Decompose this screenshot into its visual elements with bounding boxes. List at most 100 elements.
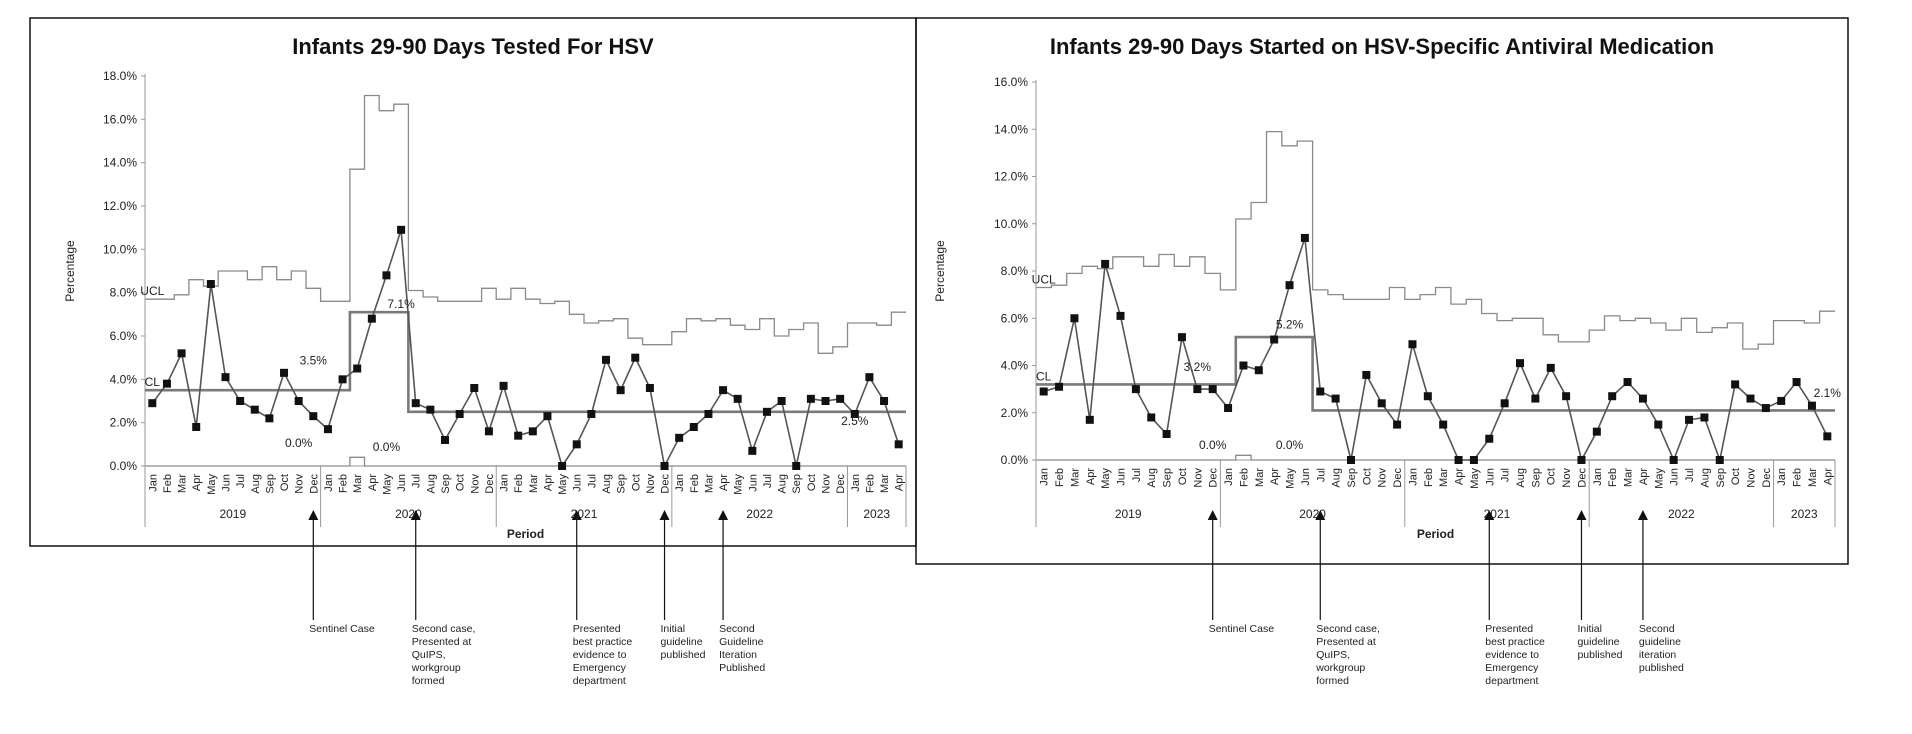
x-year-label: 2019 xyxy=(1115,507,1142,521)
data-point xyxy=(323,425,332,434)
event-label: department xyxy=(573,675,626,687)
event-label: Emergency xyxy=(1485,662,1539,674)
data-point xyxy=(806,394,815,403)
event-label: published xyxy=(1577,649,1622,661)
data-point xyxy=(367,314,376,323)
x-month-label: Jul xyxy=(411,474,423,488)
x-month-label: May xyxy=(1285,468,1297,489)
data-point xyxy=(704,410,713,418)
data-point xyxy=(221,373,230,382)
x-month-label: Jun xyxy=(1116,468,1128,486)
x-month-label: Aug xyxy=(777,474,789,494)
x-month-label: Dec xyxy=(1208,468,1220,488)
x-month-label: Feb xyxy=(513,474,525,493)
data-point xyxy=(514,431,523,440)
chart-annotation: CL xyxy=(1036,369,1052,383)
event-label: Second case, xyxy=(412,623,476,635)
x-month-label: Jul xyxy=(1500,468,1512,482)
event-arrow-head xyxy=(1484,510,1495,520)
x-month-label: Apr xyxy=(1454,468,1466,485)
data-point xyxy=(1454,456,1463,464)
data-point xyxy=(1516,359,1525,368)
x-month-label: Dec xyxy=(308,474,320,494)
data-point xyxy=(1162,430,1171,439)
data-point xyxy=(1531,394,1540,403)
data-point xyxy=(148,399,157,408)
event-label: Presented xyxy=(1485,623,1533,635)
chart-annotation: CL xyxy=(145,375,161,389)
event-label: Second xyxy=(719,623,755,635)
event-label: formed xyxy=(412,675,445,687)
x-month-label: Nov xyxy=(294,474,306,494)
data-point xyxy=(280,368,289,377)
x-month-label: Apr xyxy=(191,474,203,491)
data-point xyxy=(631,353,640,362)
x-month-label: Jan xyxy=(1223,468,1235,486)
x-month-label: Sep xyxy=(1715,468,1727,488)
data-point xyxy=(1669,456,1678,464)
data-point xyxy=(689,423,698,431)
data-point xyxy=(499,381,508,390)
x-month-label: Apr xyxy=(1638,468,1650,485)
event-label: published xyxy=(1639,662,1684,674)
event-label: Sentinel Case xyxy=(309,623,375,635)
x-month-label: May xyxy=(381,474,393,495)
x-month-label: Dec xyxy=(1392,468,1404,488)
x-month-label: Oct xyxy=(806,474,818,491)
data-point xyxy=(1377,399,1386,408)
y-axis-title: Percentage xyxy=(63,240,77,302)
x-month-label: Mar xyxy=(352,474,364,493)
data-point xyxy=(441,436,450,444)
y-tick-label: 18.0% xyxy=(103,69,137,83)
event-label: best practice xyxy=(1485,636,1545,648)
x-month-label: Jan xyxy=(499,474,511,492)
event-label: department xyxy=(1485,675,1538,687)
x-month-label: Nov xyxy=(469,474,481,494)
event-label: QuIPS, xyxy=(412,649,446,661)
event-arrow-head xyxy=(659,510,670,520)
x-month-label: Mar xyxy=(1438,468,1450,487)
data-point xyxy=(880,397,889,405)
x-month-label: Jul xyxy=(586,474,598,488)
x-month-label: Feb xyxy=(1423,468,1435,487)
chart-annotation: 0.0% xyxy=(285,436,313,450)
event-label: Presented at xyxy=(412,636,472,648)
event-label: formed xyxy=(1316,675,1349,687)
event-label: Presented at xyxy=(1316,636,1376,648)
event-label: Emergency xyxy=(573,662,627,674)
event-label: best practice xyxy=(573,636,633,648)
event-label: guideline xyxy=(1639,636,1681,648)
data-point xyxy=(1300,233,1309,242)
x-month-label: Aug xyxy=(1331,468,1343,488)
data-point xyxy=(1638,394,1647,403)
x-month-label: Jun xyxy=(572,474,584,492)
data-point xyxy=(1085,415,1094,424)
data-point xyxy=(1807,401,1816,410)
y-tick-label: 16.0% xyxy=(994,75,1028,89)
x-month-label: May xyxy=(557,474,569,495)
x-month-label: Jul xyxy=(762,474,774,488)
data-point xyxy=(850,410,859,418)
percentage-line xyxy=(151,229,900,469)
x-month-label: Feb xyxy=(338,474,350,493)
ucl-line xyxy=(145,94,906,354)
ucl-line xyxy=(1036,130,1835,350)
x-month-label: May xyxy=(206,474,218,495)
x-month-label: Jan xyxy=(850,474,862,492)
data-point xyxy=(1761,404,1770,413)
data-point xyxy=(1346,456,1355,464)
data-point xyxy=(397,225,406,234)
x-month-label: Jun xyxy=(1669,468,1681,486)
data-point xyxy=(1101,259,1110,268)
data-point xyxy=(1362,370,1371,379)
data-point xyxy=(1331,394,1340,403)
data-point xyxy=(1623,378,1632,387)
x-month-label: Aug xyxy=(1515,468,1527,488)
data-point xyxy=(1700,413,1709,422)
data-point xyxy=(426,405,435,414)
data-point xyxy=(455,410,464,418)
x-month-label: Sep xyxy=(440,474,452,494)
x-axis-title: Period xyxy=(507,527,544,541)
x-month-label: Jan xyxy=(147,474,159,492)
x-year-label: 2023 xyxy=(863,507,890,521)
